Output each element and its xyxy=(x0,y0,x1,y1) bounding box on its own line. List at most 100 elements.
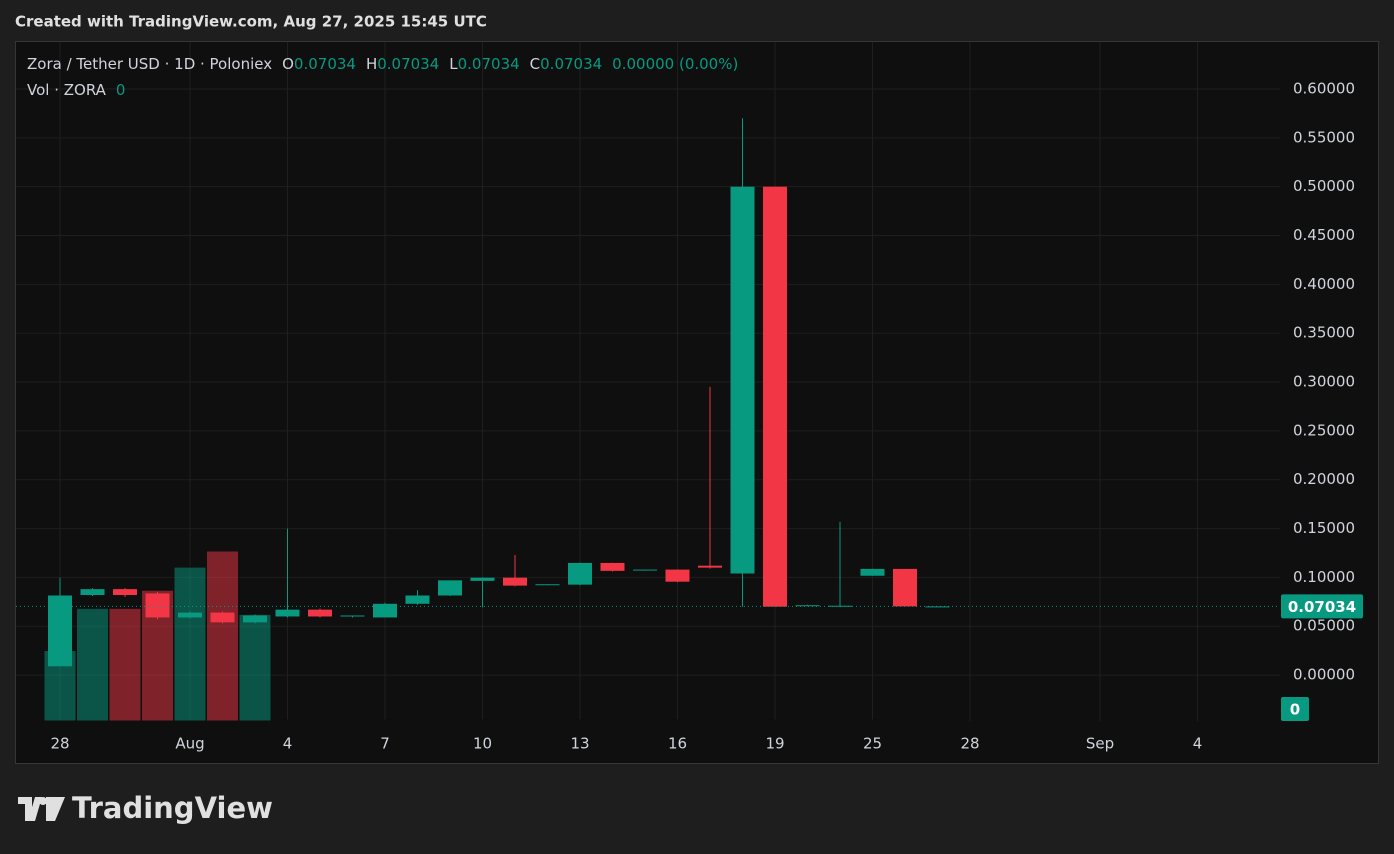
candle-body xyxy=(568,562,592,585)
y-tick-label: 0.25000 xyxy=(1293,421,1355,439)
y-tick-label: 0.05000 xyxy=(1293,617,1355,635)
legend-change: 0.00000 (0.00%) xyxy=(612,55,738,73)
volume-bar xyxy=(271,719,304,722)
volume-bar xyxy=(856,719,889,722)
volume-bar xyxy=(498,719,532,722)
x-tick-label: 13 xyxy=(570,735,589,753)
candle-body xyxy=(763,186,787,607)
y-tick-label: 0.45000 xyxy=(1293,226,1355,244)
volume-bar xyxy=(466,719,499,722)
volume-bar xyxy=(726,719,759,722)
y-tick-label: 0.40000 xyxy=(1293,275,1355,293)
candle-body xyxy=(308,609,332,617)
plot xyxy=(16,42,1280,722)
x-tick-label: Aug xyxy=(175,735,204,753)
volume-bar xyxy=(758,719,792,722)
volume-bar xyxy=(336,719,369,722)
legend: Zora / Tether USD · 1D · Poloniex O0.0703… xyxy=(27,55,738,73)
volume-bar xyxy=(433,719,467,722)
x-tick-label: 19 xyxy=(765,735,784,753)
volume-bar xyxy=(108,607,142,722)
y-tick-label: 0.15000 xyxy=(1293,519,1355,537)
x-tick-label: 16 xyxy=(668,735,687,753)
last-price-badge xyxy=(1281,594,1363,619)
volume-bar xyxy=(791,719,824,722)
candle-body xyxy=(698,565,722,568)
volume-bar xyxy=(921,719,954,722)
candle-body xyxy=(80,589,105,595)
volume-bar xyxy=(661,719,694,722)
candle-body xyxy=(113,589,137,595)
volume-badge xyxy=(1281,697,1309,721)
y-tick-label: 0.35000 xyxy=(1293,324,1355,342)
candle-body xyxy=(438,580,462,596)
candle-body xyxy=(730,186,755,574)
last-price-label: 0.07034 xyxy=(1288,598,1356,616)
volume-badge-label: 0 xyxy=(1290,701,1300,719)
volume-bar xyxy=(401,719,434,722)
volume-bar xyxy=(303,719,337,722)
candle-body xyxy=(503,577,527,586)
volume-bar xyxy=(888,719,922,722)
volume-bar xyxy=(628,719,662,722)
brand: TradingView xyxy=(72,791,273,825)
candle-body xyxy=(145,593,170,618)
volume-bar xyxy=(693,719,727,722)
logo-dot xyxy=(39,797,47,805)
candle-body xyxy=(925,606,950,608)
legend-key: H xyxy=(366,55,377,73)
volume-bar xyxy=(173,566,207,722)
y-tick-label: 0.55000 xyxy=(1293,128,1355,146)
volume-bar xyxy=(76,607,109,722)
volume-bar xyxy=(206,550,239,722)
legend-key: O xyxy=(282,55,294,73)
candle-body xyxy=(243,615,267,623)
y-tick-label: 0.60000 xyxy=(1293,80,1355,98)
x-tick-label: 25 xyxy=(863,735,882,753)
x-tick-label: 28 xyxy=(960,735,979,753)
volume-bar xyxy=(531,719,564,722)
candle-body xyxy=(178,612,202,618)
y-tick-label: 0.10000 xyxy=(1293,568,1355,586)
candle-body xyxy=(275,609,300,617)
legend-symbol: Zora / Tether USD · 1D · Poloniex xyxy=(27,55,272,73)
legend-value: 0.07034 xyxy=(377,55,439,73)
legend-value: 0.07034 xyxy=(294,55,356,73)
x-tick-label: 10 xyxy=(473,735,492,753)
legend-key: C xyxy=(530,55,540,73)
candle-body xyxy=(600,562,625,571)
candle-body xyxy=(893,568,917,607)
y-tick-label: 0.20000 xyxy=(1293,470,1355,488)
candle-body xyxy=(48,595,72,667)
volume-bar xyxy=(563,719,597,722)
candle-body xyxy=(633,569,657,571)
volume-bar xyxy=(823,719,857,722)
candle-body xyxy=(373,603,397,618)
x-tick-label: 7 xyxy=(380,735,390,753)
volume-legend-label: Vol · ZORA xyxy=(27,81,107,99)
x-tick-label: 4 xyxy=(1193,735,1203,753)
y-tick-label: 0.00000 xyxy=(1293,666,1355,684)
legend-key: L xyxy=(449,55,458,73)
candle-body xyxy=(340,615,365,617)
volume-bar xyxy=(368,719,402,722)
legend-value: 0.07034 xyxy=(458,55,520,73)
candle-body xyxy=(795,605,820,607)
volume-bar xyxy=(238,613,272,722)
volume-legend: Vol · ZORA 0 xyxy=(27,81,125,99)
logo-icon xyxy=(18,797,65,821)
legend-value: 0.07034 xyxy=(540,55,602,73)
candle-body xyxy=(665,569,690,582)
candle-body xyxy=(470,577,495,581)
logo: TradingView xyxy=(18,791,273,825)
y-tick-label: 0.30000 xyxy=(1293,373,1355,391)
y-tick-label: 0.50000 xyxy=(1293,177,1355,195)
candle-body xyxy=(535,584,560,586)
candle-body xyxy=(405,595,430,604)
x-tick-label: 28 xyxy=(50,735,69,753)
candle-body xyxy=(210,612,235,623)
volume-bar xyxy=(596,719,629,722)
volume-legend-value: 0 xyxy=(116,81,126,99)
x-tick-label: Sep xyxy=(1086,735,1114,753)
